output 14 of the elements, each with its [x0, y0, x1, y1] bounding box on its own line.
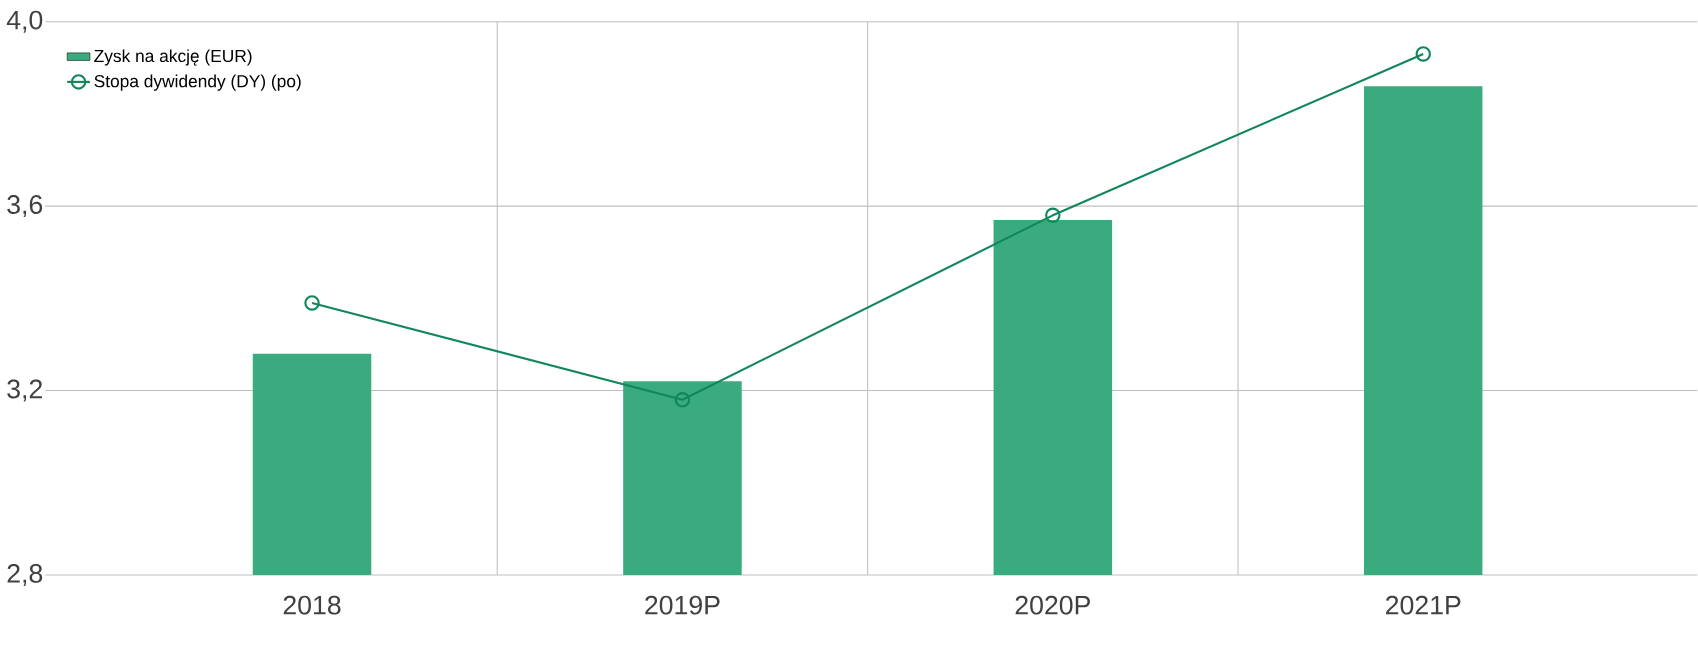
point: [1045, 207, 1061, 224]
point: [1415, 46, 1431, 62]
x-tick-label: 2021P: [1386, 595, 1461, 615]
y-tick-label: 3,2: [7, 379, 42, 402]
y-tick-label: 4,0: [6, 10, 43, 33]
point: [304, 295, 320, 311]
legend-label: Zysk na akcję (EUR): [94, 49, 252, 66]
y-tick-label: 3,6: [7, 195, 43, 218]
point: [674, 392, 691, 408]
x-tick-label: 2020P: [1015, 595, 1090, 615]
legend-label: Stopa dywidendy (DY) (po): [94, 74, 301, 91]
x-tick-label: 2019P: [645, 595, 720, 615]
y-tick-label: 2,8: [7, 563, 43, 587]
x-tick-label: 2018: [283, 595, 341, 615]
